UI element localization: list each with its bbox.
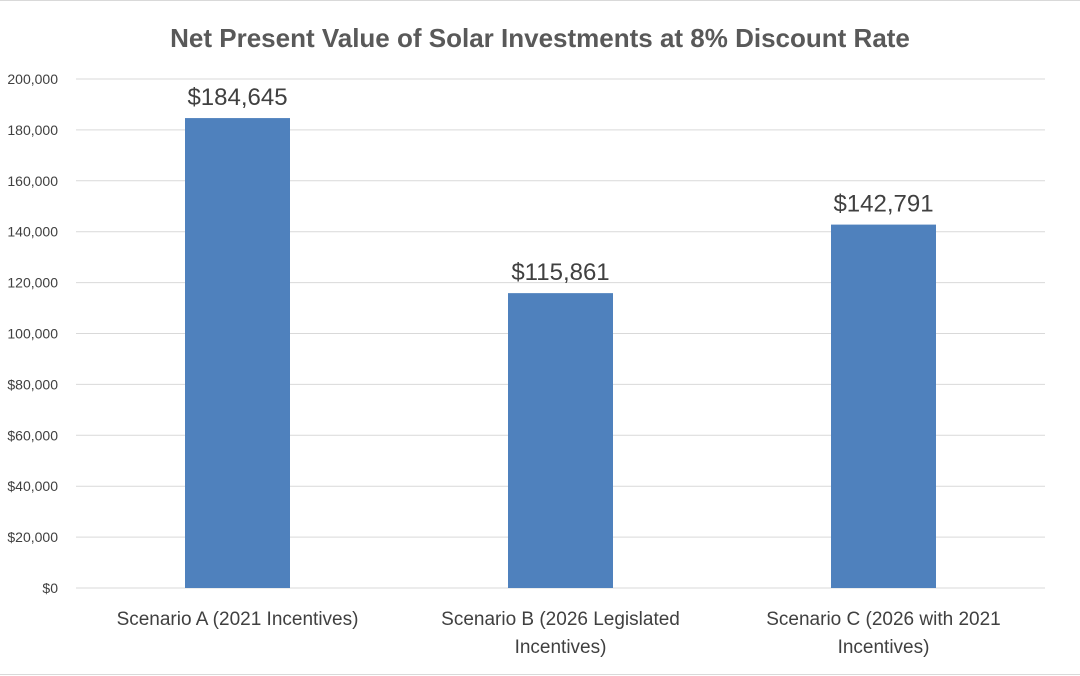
bar-data-label: $184,645 (187, 84, 287, 111)
x-category-label: Scenario A (2021 Incentives) (117, 609, 359, 630)
x-category-label: Scenario B (2026 Legislated Incentives) (441, 609, 680, 658)
x-axis-category-labels: Scenario A (2021 Incentives) Scenario B (… (117, 609, 1001, 658)
y-tick-label: $80,000 (7, 376, 58, 392)
x-category-label: Scenario C (2026 with 2021 Incentives) (766, 609, 1000, 658)
y-tick-label: $20,000 (7, 529, 58, 545)
data-labels: $184,645 $115,861 $142,791 (187, 84, 933, 286)
bar (185, 118, 290, 588)
y-tick-label: 160,000 (7, 173, 58, 189)
y-tick-label: 140,000 (7, 224, 58, 240)
y-tick-label: 100,000 (7, 326, 58, 342)
y-tick-label: 200,000 (7, 71, 58, 87)
bar-data-label: $142,791 (833, 191, 933, 218)
y-axis-tick-labels: $0 $20,000 $40,000 $60,000 $80,000 100,000 120… (7, 71, 58, 596)
bar-data-label: $115,861 (511, 259, 609, 286)
bar (508, 293, 613, 588)
y-tick-label: $0 (42, 580, 58, 596)
y-tick-label: $40,000 (7, 478, 58, 494)
chart-title: Net Present Value of Solar Investments a… (170, 23, 910, 53)
y-tick-label: 180,000 (7, 122, 58, 138)
bar (831, 224, 936, 588)
y-tick-label: 120,000 (7, 275, 58, 291)
y-tick-label: $60,000 (7, 427, 58, 443)
bars (185, 118, 936, 588)
